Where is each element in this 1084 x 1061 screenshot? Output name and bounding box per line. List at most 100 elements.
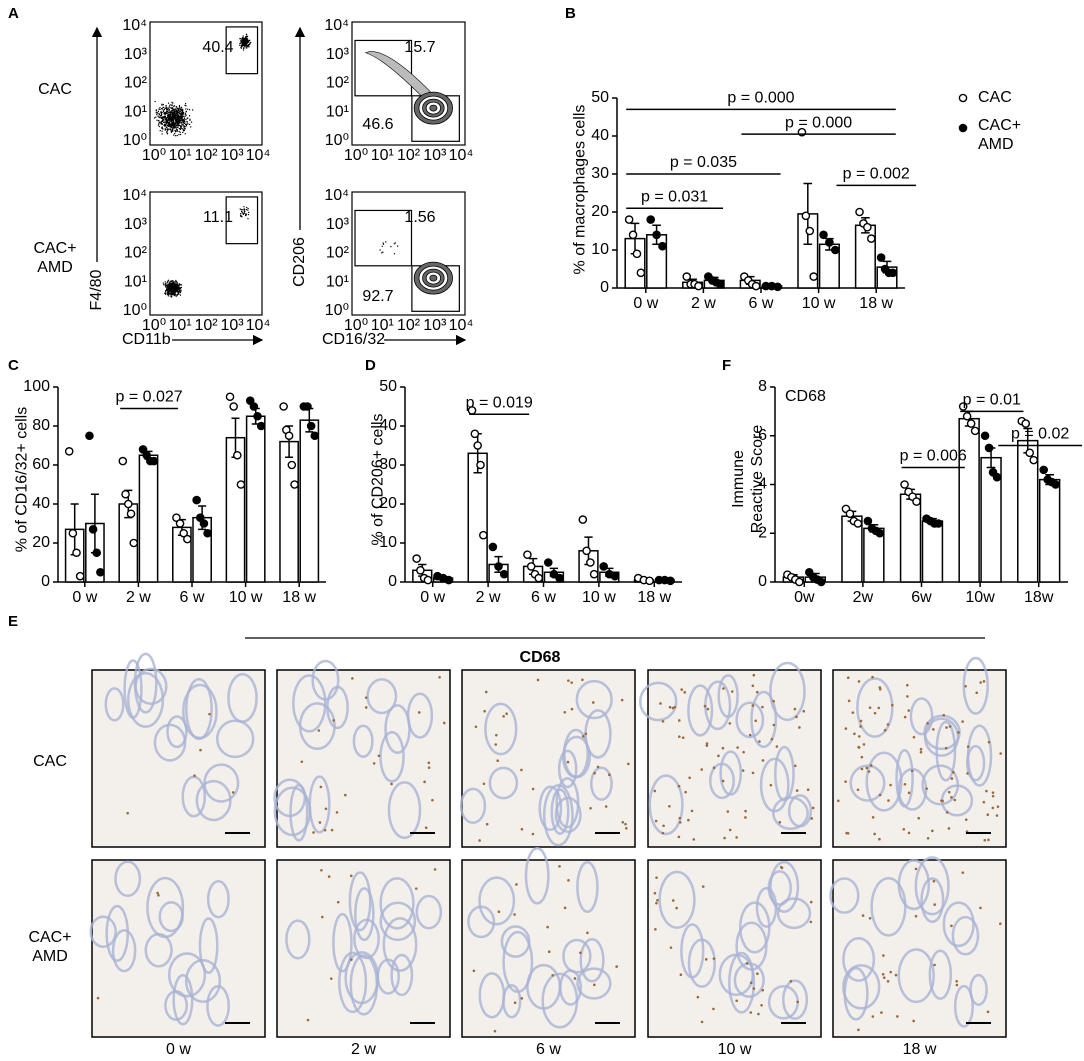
tissue xyxy=(298,702,336,750)
stain xyxy=(761,705,764,709)
stain xyxy=(906,683,909,687)
data-point xyxy=(582,546,591,556)
dot xyxy=(169,282,172,284)
stain xyxy=(999,922,1002,925)
dot xyxy=(171,282,174,284)
stain xyxy=(889,783,892,787)
stain xyxy=(775,745,779,748)
stain xyxy=(427,766,431,769)
dot xyxy=(185,102,187,105)
stain xyxy=(860,767,864,771)
dot xyxy=(177,120,180,122)
tissue xyxy=(920,877,945,923)
tissue xyxy=(843,966,869,1021)
dot xyxy=(159,130,161,132)
stain xyxy=(991,791,995,794)
dot xyxy=(243,208,245,210)
dot xyxy=(175,279,177,282)
dot xyxy=(171,112,174,114)
dot xyxy=(178,124,181,126)
x-tick-label: 10 w xyxy=(229,589,263,606)
dot xyxy=(160,107,163,110)
column-label: 10 w xyxy=(718,1041,752,1058)
x-tick-label: 10⁴ xyxy=(246,317,271,334)
dot xyxy=(247,213,250,216)
dot xyxy=(170,128,172,130)
tissue xyxy=(554,796,582,833)
dot xyxy=(166,109,168,111)
dot xyxy=(244,210,246,212)
y-tick-label: 10² xyxy=(326,75,350,92)
stain xyxy=(917,816,921,820)
stain xyxy=(896,1015,899,1018)
dot xyxy=(174,285,176,288)
dot xyxy=(161,117,164,119)
dot xyxy=(177,289,179,291)
dot xyxy=(169,295,171,297)
stain xyxy=(944,746,948,750)
dot xyxy=(181,115,183,118)
dot xyxy=(246,40,248,42)
dot xyxy=(176,122,178,124)
dot xyxy=(163,121,165,124)
y-tick-label: 20 xyxy=(32,534,50,551)
stain xyxy=(947,827,951,830)
data-point xyxy=(825,238,834,247)
tissue xyxy=(285,919,311,960)
stain xyxy=(950,924,953,928)
dot xyxy=(174,123,176,125)
stain xyxy=(793,764,797,768)
data-point xyxy=(310,431,320,441)
dot xyxy=(240,41,242,43)
x-tick-label: 2 w xyxy=(691,295,716,312)
stain xyxy=(966,745,970,748)
x-tick-label: 2 w xyxy=(476,589,501,606)
tissue xyxy=(935,720,957,782)
column-label: 18 w xyxy=(903,1041,937,1058)
stain xyxy=(704,958,708,961)
dot xyxy=(245,41,247,43)
stain xyxy=(906,695,909,698)
dot xyxy=(164,129,166,131)
dot xyxy=(171,115,173,117)
dot xyxy=(166,107,168,109)
dot xyxy=(167,118,170,120)
dot xyxy=(161,133,163,135)
dot xyxy=(246,35,249,38)
dot xyxy=(175,106,177,108)
stain xyxy=(809,920,813,924)
tissue xyxy=(776,897,812,930)
data-point xyxy=(1025,448,1035,458)
dot xyxy=(166,108,168,110)
stain xyxy=(502,714,505,718)
dot xyxy=(166,133,168,135)
dot xyxy=(165,293,167,295)
dot xyxy=(178,133,180,136)
dot xyxy=(165,107,167,109)
dot xyxy=(174,116,176,119)
gate-value: 11.1 xyxy=(203,209,233,226)
stain xyxy=(390,782,393,786)
stain xyxy=(351,677,354,680)
y-tick-label: 10⁴ xyxy=(324,187,349,204)
contour xyxy=(429,274,438,282)
data-point xyxy=(534,573,544,583)
tissue xyxy=(338,951,368,1014)
dot xyxy=(379,249,381,251)
y-tick-label: 10⁴ xyxy=(122,17,147,34)
stain xyxy=(844,727,848,730)
dot xyxy=(171,295,173,297)
y-tick-label: 10⁰ xyxy=(325,132,349,149)
dot xyxy=(247,218,249,220)
stain xyxy=(932,728,935,731)
tissue xyxy=(842,936,876,982)
dot xyxy=(248,41,250,43)
dot xyxy=(170,285,173,287)
dot xyxy=(174,291,177,293)
stain xyxy=(907,791,911,795)
dot xyxy=(180,286,183,289)
data-point xyxy=(543,558,553,567)
dot xyxy=(241,38,243,40)
x-tick-label: 10³ xyxy=(220,147,244,164)
stain xyxy=(96,996,100,1000)
